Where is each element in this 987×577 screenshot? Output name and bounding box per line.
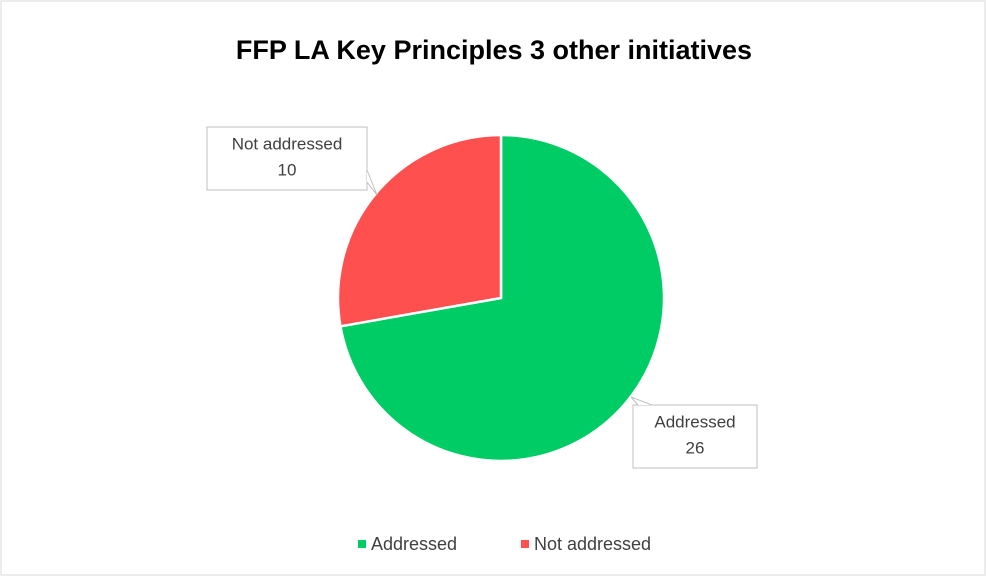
data-label-box bbox=[206, 126, 368, 191]
data-label-pointer bbox=[366, 169, 378, 196]
data-label-value: 10 bbox=[278, 160, 297, 179]
data-label-pointer bbox=[630, 396, 653, 406]
data-label-category: Not addressed bbox=[232, 134, 343, 153]
data-label-value: 26 bbox=[686, 438, 705, 457]
legend-label: Not addressed bbox=[534, 534, 651, 554]
chart-title: FFP LA Key Principles 3 other initiative… bbox=[236, 35, 752, 65]
legend-swatch bbox=[358, 540, 366, 548]
legend-label: Addressed bbox=[371, 534, 457, 554]
data-label-category: Addressed bbox=[654, 412, 735, 431]
data-label-box bbox=[632, 404, 758, 469]
legend-swatch bbox=[521, 540, 529, 548]
